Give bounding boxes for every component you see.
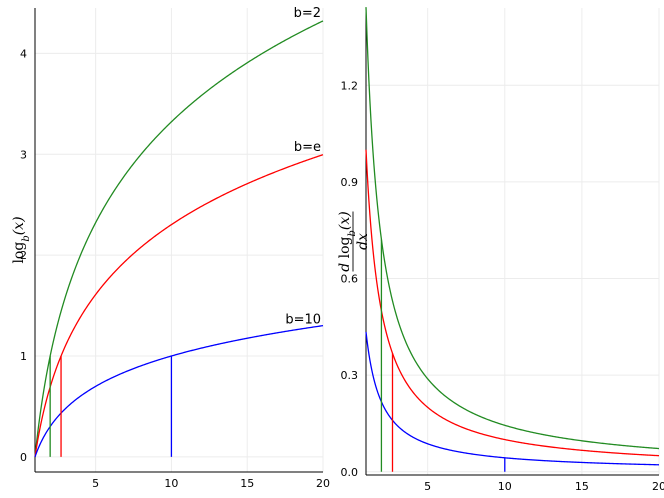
x-tick-label: 15 — [575, 480, 589, 493]
curve-annotation: b=e — [294, 140, 321, 155]
svg-text:d logb(x): d logb(x) — [337, 211, 358, 272]
y-tick-label: 0.6 — [341, 273, 359, 286]
x-tick-label: 20 — [316, 477, 330, 490]
y-axis-label: logb(x) — [11, 216, 32, 263]
series-line-b-2 — [34, 20, 324, 457]
series-line-b-e — [365, 149, 660, 457]
x-tick-label: 10 — [498, 480, 512, 493]
y-tick-label: 1.2 — [341, 79, 359, 92]
svg-text:dx: dx — [355, 233, 371, 250]
curve-annotation: b=2 — [294, 6, 321, 21]
y-tick-label: 0.3 — [341, 369, 359, 382]
series-line-b-10 — [365, 331, 660, 466]
x-tick-label: 10 — [164, 477, 178, 490]
series-line-b-10 — [34, 324, 324, 458]
x-tick-label: 5 — [424, 480, 431, 493]
series-line-b-2 — [365, 7, 660, 450]
y-tick-label: 3 — [20, 148, 27, 161]
y-tick-label: 4 — [20, 47, 27, 60]
y-tick-label: 1 — [20, 350, 27, 363]
y-tick-label: 0.0 — [341, 466, 359, 479]
svg-text:logb(x): logb(x) — [11, 216, 32, 263]
y-tick-label: 0 — [20, 451, 27, 464]
right-panel-derivative: 5 10 15 20 0.0 0.3 0.6 0.9 1.2 d logb(x)dx — [337, 7, 664, 493]
x-tick-label: 20 — [652, 480, 664, 493]
x-tick-label: 15 — [240, 477, 254, 490]
y-axis-label: d logb(x)dx — [337, 211, 371, 272]
x-tick-label: 5 — [92, 477, 99, 490]
y-tick-label: 2 — [20, 249, 27, 262]
y-tick-label: 0.9 — [341, 176, 359, 189]
series-line-b-e — [34, 154, 324, 457]
left-panel-log: 5 10 15 20 0 1 2 3 4 b=2 b=e b=10 logb(x) — [11, 6, 330, 490]
curve-annotation: b=10 — [285, 313, 321, 328]
